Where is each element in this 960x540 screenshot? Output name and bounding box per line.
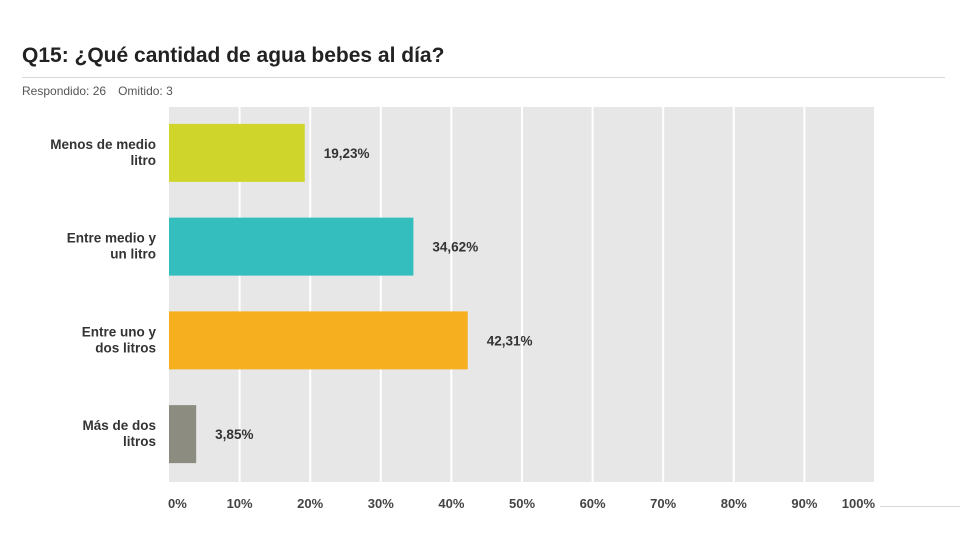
value-label: 42,31% [487, 333, 533, 348]
bars [169, 123, 468, 464]
tick-label: 40% [438, 496, 464, 511]
tick-label: 30% [368, 496, 394, 511]
value-label: 19,23% [324, 146, 370, 161]
tick-label: 80% [721, 496, 747, 511]
title-divider [22, 77, 945, 78]
category-label: Entre uno y dos litros [82, 324, 157, 355]
value-label: 3,85% [215, 427, 253, 442]
tick-label: 70% [650, 496, 676, 511]
tick-label: 0% [168, 496, 187, 511]
value-label: 34,62% [432, 240, 478, 255]
bottom-divider [880, 506, 960, 507]
response-stats: Respondido: 26 Omitido: 3 [22, 84, 185, 98]
gridlines [238, 107, 876, 482]
tick-label: 50% [509, 496, 535, 511]
bar [169, 311, 468, 370]
tick-label: 100% [842, 496, 876, 511]
category-label: Entre medio y un litro [67, 231, 157, 262]
tick-label: 20% [297, 496, 323, 511]
question-title: Q15: ¿Qué cantidad de agua bebes al día? [22, 44, 445, 67]
category-label: Más de dos litros [82, 418, 156, 449]
x-axis-ticks: 0% 10% 20% 30% 40% 50% 60% 70% 80% 90% 100% [168, 496, 875, 511]
category-label: Menos de medio litro [50, 137, 156, 168]
answered-count: Respondido: 26 [22, 84, 107, 98]
bar [169, 405, 197, 464]
bar [169, 217, 414, 276]
value-labels: 19,23% 34,62% 42,31% 3,85% [215, 146, 532, 442]
tick-label: 90% [791, 496, 817, 511]
category-labels: Menos de medio litro Entre medio y un litro… [50, 137, 156, 449]
skipped-count: Omitido: 3 [118, 84, 173, 98]
tick-label: 60% [580, 496, 606, 511]
tick-label: 10% [227, 496, 253, 511]
bar [169, 123, 305, 182]
